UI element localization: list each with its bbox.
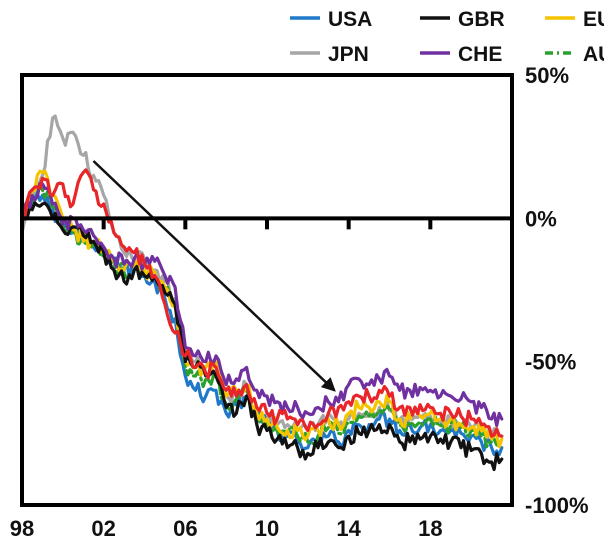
y-tick-label: 0% — [525, 206, 557, 231]
x-tick-label: 02 — [91, 516, 115, 541]
y-tick-label: -50% — [525, 350, 576, 375]
y-tick-label: 50% — [525, 63, 569, 88]
trend-arrow — [92, 160, 336, 392]
series-line-che — [22, 181, 504, 428]
legend-label: GBR — [458, 8, 505, 31]
axes-layer: 98 02 06 10 14 18 50% 0% -50% -100% — [10, 63, 589, 541]
y-tick-label: -100% — [525, 493, 589, 518]
legend-label: USA — [328, 8, 372, 31]
x-tick-label: 10 — [255, 516, 279, 541]
plot-frame — [20, 73, 514, 507]
series-line-unlabeled-red — [22, 168, 504, 438]
legend-label: EUR — [583, 8, 604, 31]
legend: USA GBR EUR JPN CHE AUS — [290, 8, 604, 66]
legend-label: CHE — [458, 43, 502, 66]
annotation-layer — [92, 160, 336, 392]
legend-label: AUS — [583, 43, 604, 66]
x-tick-label: 98 — [10, 516, 34, 541]
x-tick-label: 14 — [336, 516, 361, 541]
x-tick-label: 18 — [418, 516, 442, 541]
series-layer — [22, 114, 504, 472]
x-tick-label: 06 — [173, 516, 197, 541]
legend-label: JPN — [328, 43, 369, 66]
